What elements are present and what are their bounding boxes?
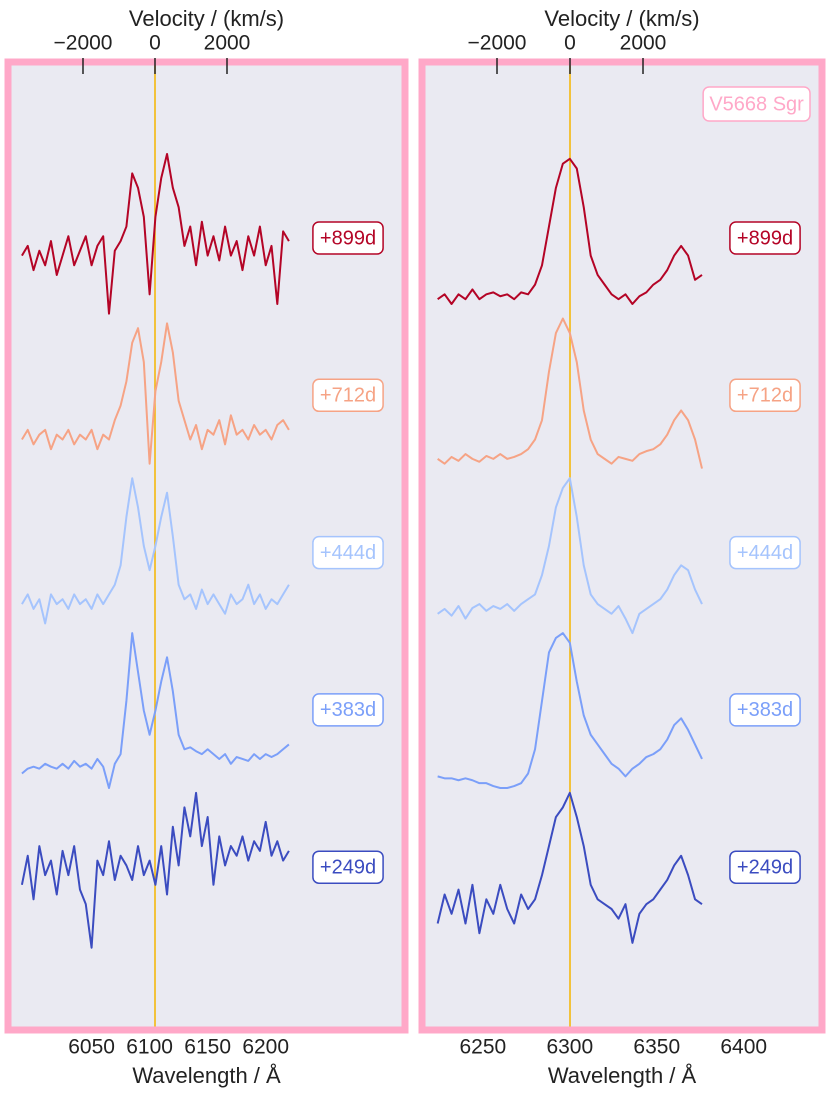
spectrum-line: [437, 477, 703, 635]
spectrum-line: [21, 322, 290, 465]
series-label: +444d: [737, 542, 793, 564]
spectrum-line: [436, 791, 703, 944]
spectrum-line: [437, 317, 703, 469]
series-label: +249d: [737, 856, 793, 878]
series-label: +712d: [737, 385, 793, 407]
series-label: +383d: [737, 699, 793, 721]
x-tick-label: 6400: [720, 1036, 767, 1059]
spectrum-line: [437, 632, 703, 789]
x2-tick-label: 2000: [204, 32, 251, 55]
plot-frame: [4, 58, 409, 1034]
spectrum-line: [20, 791, 290, 949]
x2-tick-label: −2000: [54, 32, 113, 55]
series-label-box: [729, 693, 801, 727]
x2-tick-label: −2000: [468, 32, 527, 55]
series-label: +899d: [737, 227, 793, 249]
annotation-box: [702, 86, 811, 122]
series-label-box: [729, 850, 801, 884]
x-tick-label: 6200: [242, 1036, 289, 1059]
series-label-box: [729, 378, 801, 413]
plot-frame: [418, 58, 826, 1034]
x2-tick-label: 0: [149, 32, 161, 55]
x-tick-label: 6050: [68, 1036, 115, 1059]
series-label: +444d: [320, 542, 376, 564]
spectrum-line: [21, 477, 290, 625]
series-label-box: [312, 850, 384, 884]
x2-axis-label: Velocity / (km/s): [544, 6, 699, 31]
x-tick-label: 6250: [460, 1036, 507, 1059]
panel: +899d +712d +444d +383d +249d 6050 6100 6150 620…: [4, 6, 409, 1088]
series-label-box: [729, 535, 801, 570]
series-label: +899d: [320, 227, 376, 249]
x2-tick-label: 0: [564, 32, 576, 55]
spectrum-line: [437, 157, 703, 305]
series-label: +383d: [320, 699, 376, 721]
series-label-box: [312, 221, 384, 255]
x-axis-label: Wavelength / Å: [132, 1063, 281, 1088]
x2-tick-label: 2000: [620, 32, 667, 55]
x2-axis-label: Velocity / (km/s): [129, 6, 284, 31]
x-tick-label: 6350: [633, 1036, 680, 1059]
spectrum-line: [21, 632, 290, 789]
series-label-box: [312, 378, 384, 413]
series-label-box: [312, 535, 384, 570]
x-axis-label: Wavelength / Å: [548, 1063, 697, 1088]
spectrum-line: [21, 152, 290, 315]
x-tick-label: 6100: [126, 1036, 173, 1059]
series-label-box: [729, 221, 801, 255]
series-label: +249d: [320, 856, 376, 878]
series-label-box: [312, 693, 384, 727]
series-label: +712d: [320, 385, 376, 407]
panel: +899d +712d +444d +383d +249d V5668 Sgr 6250 63…: [418, 6, 826, 1088]
x-tick-label: 6150: [184, 1036, 231, 1059]
annotation: V5668 Sgr: [709, 93, 804, 115]
x-tick-label: 6300: [546, 1036, 593, 1059]
